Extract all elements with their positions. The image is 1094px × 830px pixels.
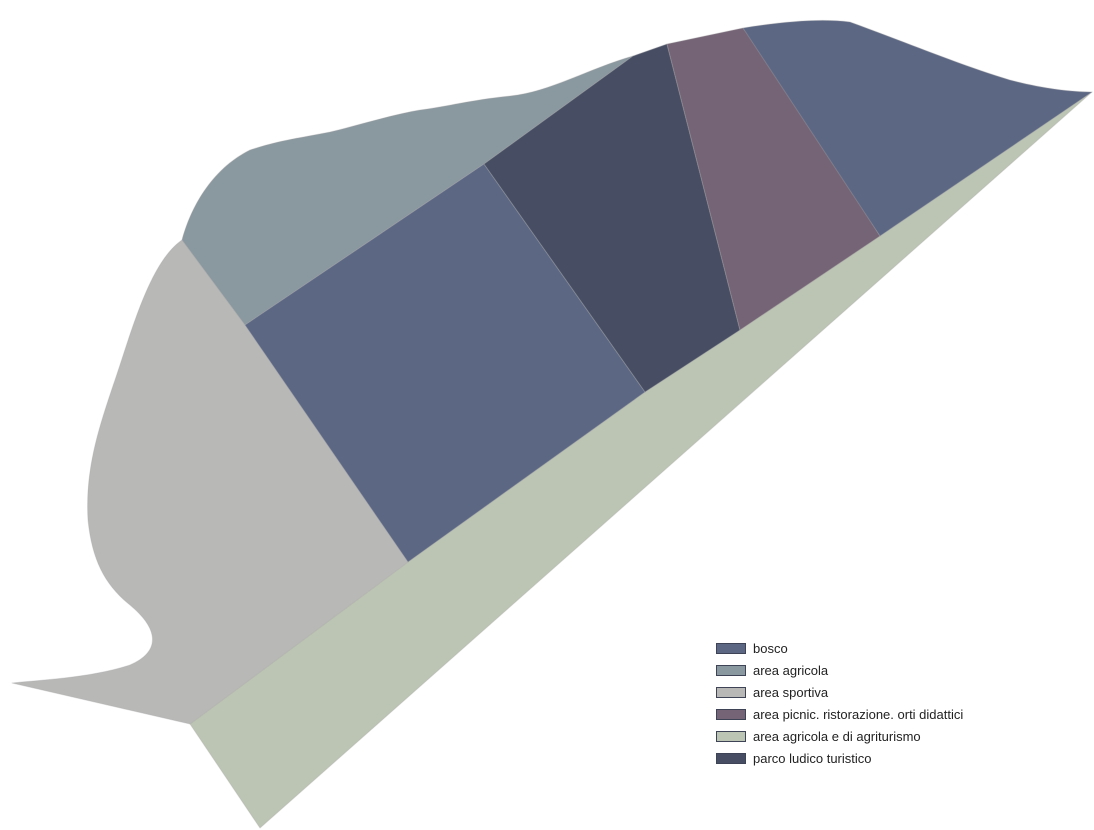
legend-label: bosco — [753, 640, 788, 656]
legend-item-bosco: bosco — [716, 638, 1076, 658]
legend-label: area agricola e di agriturismo — [753, 728, 921, 744]
map-legend: bosco area agricola area sportiva area p… — [716, 638, 1076, 770]
legend-item-parco-ludico: parco ludico turistico — [716, 748, 1076, 768]
legend-swatch — [716, 752, 746, 764]
legend-label: area sportiva — [753, 684, 829, 700]
legend-label: area agricola — [753, 662, 829, 678]
legend-item-area-agriturismo: area agricola e di agriturismo — [716, 726, 1076, 746]
legend-item-area-agricola: area agricola — [716, 660, 1076, 680]
zone-area-sportiva — [11, 239, 409, 725]
legend-label: parco ludico turistico — [753, 750, 872, 766]
legend-swatch — [716, 708, 746, 720]
legend-item-area-picnic: area picnic. ristorazione. orti didattic… — [716, 704, 1076, 724]
legend-item-area-sportiva: area sportiva — [716, 682, 1076, 702]
legend-swatch — [716, 664, 746, 676]
legend-swatch — [716, 686, 746, 698]
legend-swatch — [716, 642, 746, 654]
zone-area-agricola — [181, 55, 634, 326]
legend-swatch — [716, 730, 746, 742]
zone-bosco-upper-right — [742, 19, 1093, 237]
legend-label: area picnic. ristorazione. orti didattic… — [753, 706, 964, 722]
